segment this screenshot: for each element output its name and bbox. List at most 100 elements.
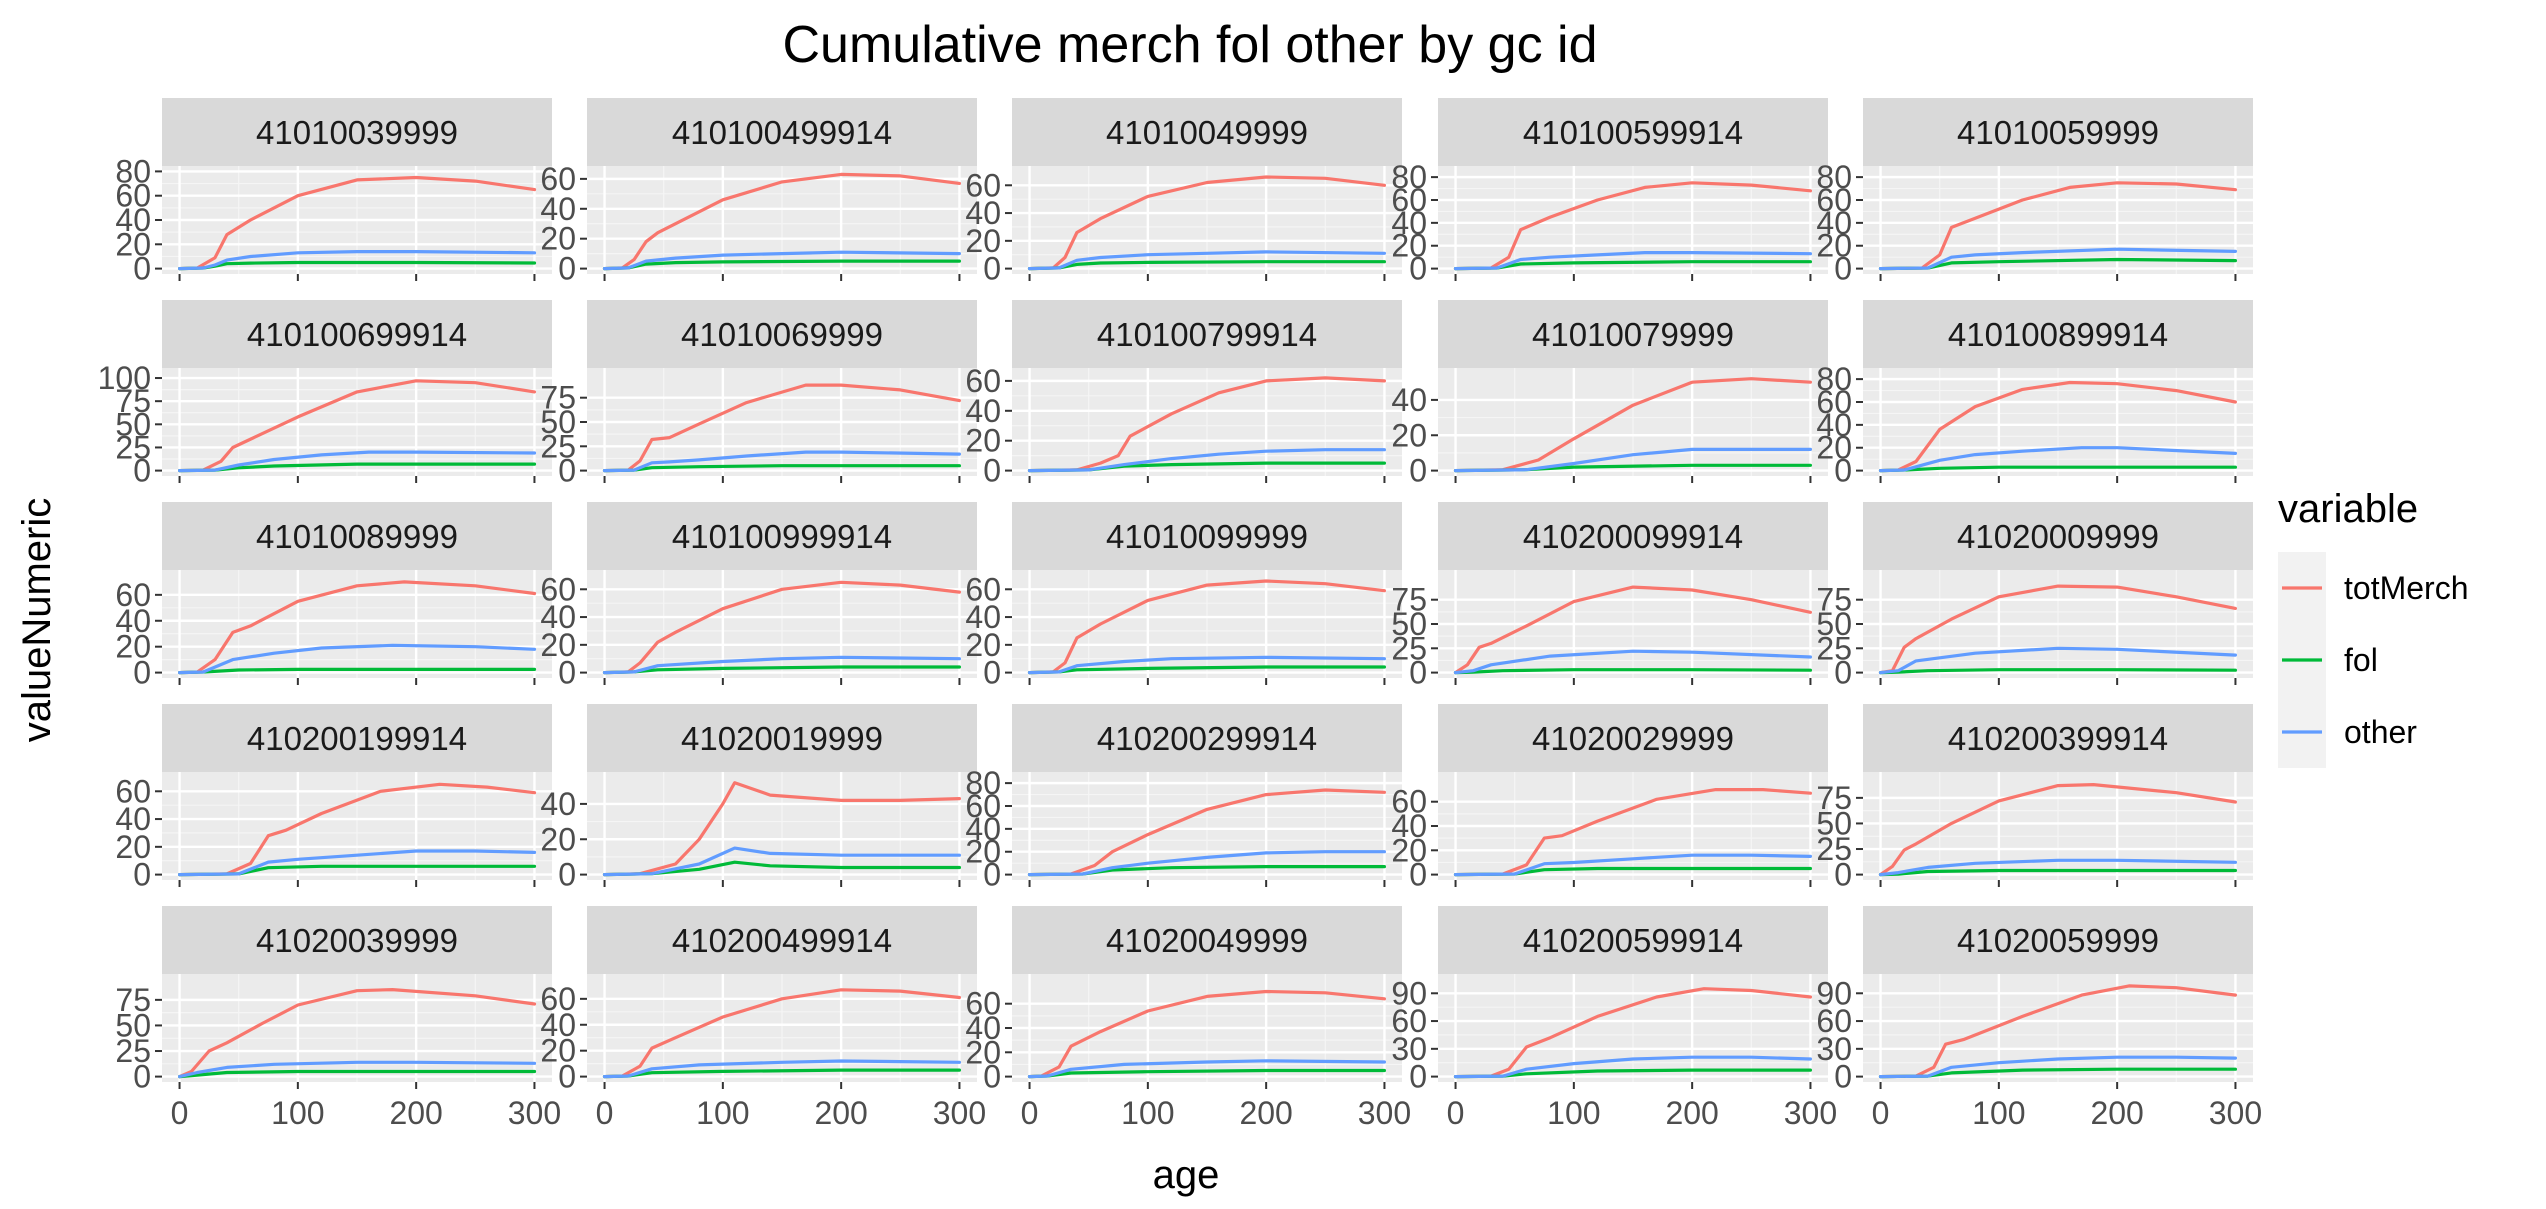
y-tick-label: 40 bbox=[1816, 407, 1852, 443]
legend-label: totMerch bbox=[2344, 570, 2468, 606]
series-line-totMerch bbox=[1878, 984, 2237, 1079]
x-tick-label: 100 bbox=[1547, 1095, 1600, 1131]
y-tick-label: 60 bbox=[115, 773, 151, 809]
series-line-totMerch bbox=[178, 175, 537, 271]
chart-title: Cumulative merch fol other by gc id bbox=[782, 16, 1597, 74]
y-tick-label: 0 bbox=[133, 857, 151, 893]
y-tick-label: 0 bbox=[1409, 1059, 1427, 1095]
series-line-other bbox=[1878, 247, 2237, 271]
facet-strip-label: 410100499914 bbox=[672, 114, 892, 151]
y-tick-label: 75 bbox=[1391, 582, 1427, 618]
y-tick-label: 0 bbox=[558, 1059, 576, 1095]
series-line-other bbox=[1453, 447, 1812, 473]
y-tick-label: 20 bbox=[1391, 832, 1427, 868]
legend-title: variable bbox=[2278, 487, 2418, 531]
y-tick-label: 50 bbox=[1816, 805, 1852, 841]
y-tick-label: 0 bbox=[1834, 857, 1852, 893]
series-line-totMerch bbox=[602, 383, 961, 473]
x-tick-label: 100 bbox=[1121, 1095, 1174, 1131]
series-line-other bbox=[1878, 646, 2237, 675]
y-tick-label: 60 bbox=[965, 986, 1001, 1022]
facet-grid: 4101003999902040608041010049991402040604… bbox=[98, 98, 2262, 1131]
series-line-other bbox=[602, 250, 961, 271]
y-tick-label: 75 bbox=[1816, 780, 1852, 816]
series-line-other bbox=[1027, 250, 1386, 271]
y-tick-label: 20 bbox=[540, 1033, 576, 1069]
x-tick-label: 0 bbox=[1447, 1095, 1465, 1131]
y-tick-label: 0 bbox=[1834, 251, 1852, 287]
facet-strip bbox=[1012, 906, 1402, 974]
series-line-totMerch bbox=[602, 988, 961, 1079]
facet-strip bbox=[162, 98, 552, 166]
y-tick-label: 0 bbox=[558, 857, 576, 893]
facet-strip bbox=[1012, 300, 1402, 368]
series-line-totMerch bbox=[602, 781, 961, 877]
series-line-other bbox=[178, 450, 537, 473]
series-line-totMerch bbox=[1453, 377, 1812, 473]
y-tick-label: 60 bbox=[965, 363, 1001, 399]
facet-strip bbox=[162, 502, 552, 570]
facet-strip-label: 41010079999 bbox=[1532, 316, 1734, 353]
facet-strip bbox=[1012, 502, 1402, 570]
series-line-other bbox=[1453, 649, 1812, 675]
series-line-totMerch bbox=[1453, 987, 1812, 1079]
facet-strip bbox=[587, 98, 977, 166]
facet-strip bbox=[1438, 704, 1828, 772]
y-tick-label: 20 bbox=[965, 834, 1001, 870]
series-line-totMerch bbox=[1878, 783, 2237, 877]
series-line-totMerch bbox=[1027, 376, 1386, 473]
y-tick-label: 60 bbox=[1391, 784, 1427, 820]
x-tick-label: 0 bbox=[171, 1095, 189, 1131]
y-tick-label: 50 bbox=[115, 1007, 151, 1043]
x-tick-label: 0 bbox=[1872, 1095, 1890, 1131]
facet-strip-label: 410200199914 bbox=[247, 720, 467, 757]
facet-strip bbox=[1863, 502, 2253, 570]
y-tick-label: 0 bbox=[133, 251, 151, 287]
y-tick-label: 0 bbox=[1834, 1059, 1852, 1095]
facet-strip-label: 410100699914 bbox=[247, 316, 467, 353]
facet-strip bbox=[162, 704, 552, 772]
series-line-totMerch bbox=[1453, 181, 1812, 271]
y-tick-label: 25 bbox=[115, 429, 151, 465]
y-tick-label: 0 bbox=[133, 655, 151, 691]
series-line-other bbox=[1453, 1055, 1812, 1079]
series-line-totMerch bbox=[1878, 584, 2237, 675]
y-tick-label: 20 bbox=[115, 226, 151, 262]
facet-strip-label: 41020009999 bbox=[1957, 518, 2159, 555]
y-tick-label: 20 bbox=[1816, 228, 1852, 264]
y-tick-label: 75 bbox=[115, 982, 151, 1018]
y-tick-label: 40 bbox=[115, 801, 151, 837]
y-tick-label: 25 bbox=[1816, 630, 1852, 666]
series-line-other bbox=[1027, 850, 1386, 877]
y-tick-label: 20 bbox=[1816, 430, 1852, 466]
y-tick-label: 60 bbox=[1816, 1003, 1852, 1039]
facet-strip bbox=[1863, 704, 2253, 772]
y-tick-label: 0 bbox=[983, 251, 1001, 287]
series-line-other bbox=[1453, 251, 1812, 271]
x-tick-label: 0 bbox=[596, 1095, 614, 1131]
facet-strip-label: 41020049999 bbox=[1106, 922, 1308, 959]
y-tick-label: 20 bbox=[965, 1034, 1001, 1070]
series-line-other bbox=[1027, 448, 1386, 473]
series-line-other bbox=[1027, 655, 1386, 675]
x-tick-label: 100 bbox=[271, 1095, 324, 1131]
series-line-other bbox=[178, 849, 537, 877]
x-tick-label: 300 bbox=[2209, 1095, 2262, 1131]
y-tick-label: 75 bbox=[540, 380, 576, 416]
y-tick-label: 0 bbox=[133, 1059, 151, 1095]
series-line-totMerch bbox=[178, 988, 537, 1079]
y-tick-label: 80 bbox=[965, 765, 1001, 801]
y-tick-label: 0 bbox=[983, 655, 1001, 691]
y-tick-label: 0 bbox=[1409, 857, 1427, 893]
x-tick-label: 200 bbox=[1665, 1095, 1718, 1131]
